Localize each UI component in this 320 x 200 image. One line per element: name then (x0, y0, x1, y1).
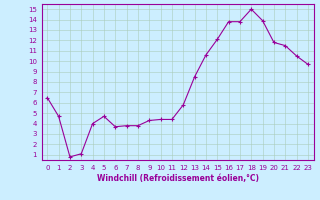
X-axis label: Windchill (Refroidissement éolien,°C): Windchill (Refroidissement éolien,°C) (97, 174, 259, 183)
